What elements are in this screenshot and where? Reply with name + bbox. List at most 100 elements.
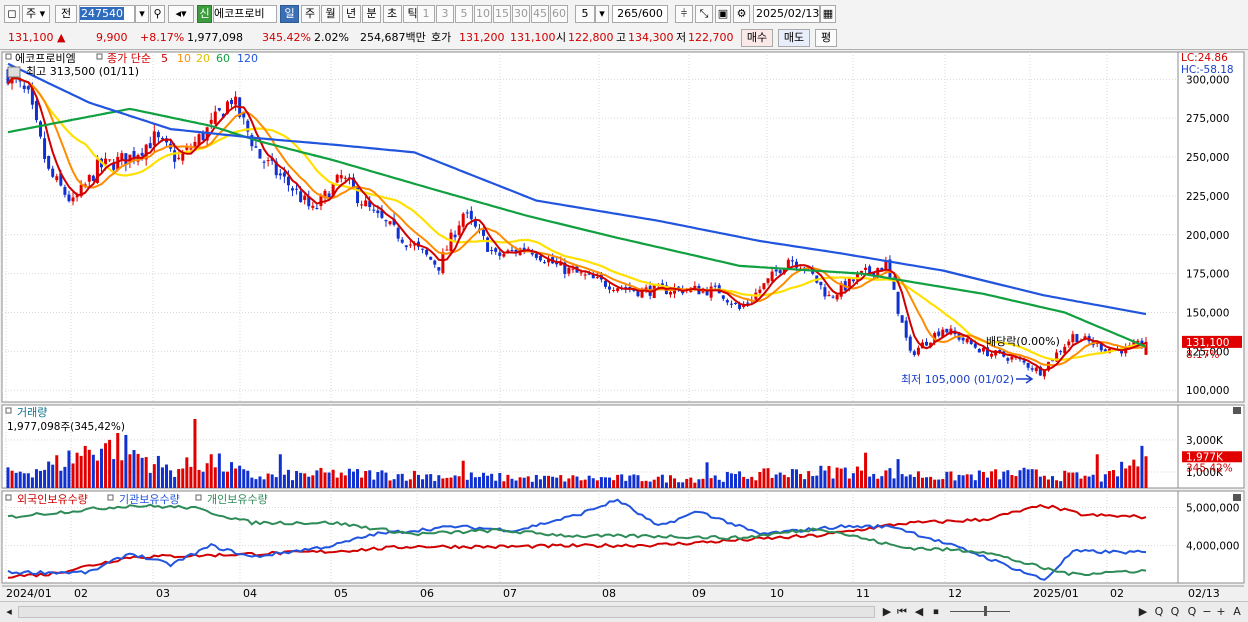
volume-bar[interactable] [368,470,372,488]
volume-bar[interactable] [1014,476,1018,488]
volume-bar[interactable] [1051,476,1055,488]
volume-bar[interactable] [831,478,835,488]
candle-body[interactable] [319,195,323,206]
chart-pane-0[interactable] [1,51,1245,403]
candle-body[interactable] [872,272,876,276]
candle-body[interactable] [453,234,457,238]
candle-body[interactable] [912,351,916,355]
volume-bar[interactable] [148,472,152,488]
volume-bar[interactable] [510,478,514,488]
volume-bar[interactable] [1124,468,1128,488]
candle-body[interactable] [981,347,985,352]
candle-body[interactable] [616,288,620,292]
candle-body[interactable] [563,262,567,274]
volume-bar[interactable] [441,478,445,488]
volume-bar[interactable] [303,473,307,488]
candle-body[interactable] [83,184,87,186]
volume-bar[interactable] [941,479,945,488]
volume-bar[interactable] [10,470,14,488]
volume-bar[interactable] [599,477,603,488]
volume-bar[interactable] [144,457,148,488]
sell-button[interactable]: 매도 [778,29,810,47]
volume-bar[interactable] [396,474,400,488]
candle-body[interactable] [148,143,152,149]
volume-bar[interactable] [152,464,156,488]
stock-chart[interactable]: 2024/01 02 03 04 05 06 07 08 09 10 11 12 2025/01 02 02… [0,50,1248,602]
crosshair-icon[interactable]: ⤡ [695,5,713,23]
volume-bar[interactable] [1116,476,1120,488]
volume-bar[interactable] [124,434,128,488]
volume-bar[interactable] [457,476,461,488]
volume-bar[interactable] [612,480,616,488]
candle-body[interactable] [177,157,181,159]
volume-bar[interactable] [811,476,815,488]
candle-body[interactable] [839,283,843,297]
candle-body[interactable] [1055,352,1059,362]
volume-bar[interactable] [530,481,534,488]
candle-body[interactable] [254,146,258,148]
candle-body[interactable] [380,210,384,218]
candle-body[interactable] [339,175,343,179]
candle-body[interactable] [677,286,681,288]
volume-bar[interactable] [754,480,758,488]
volume-bar[interactable] [335,477,339,488]
candle-body[interactable] [18,80,22,82]
volume-bar[interactable] [766,468,770,488]
volume-bar[interactable] [640,481,644,488]
candle-body[interactable] [502,253,506,257]
volume-bar[interactable] [1063,470,1067,488]
count-field[interactable]: 265/600 [612,5,668,23]
volume-bar[interactable] [620,474,624,488]
scroll-control-8[interactable]: − [1202,605,1212,618]
candle-body[interactable] [725,300,729,303]
candle-body[interactable] [961,337,965,341]
candle-body[interactable] [246,120,250,132]
market-select[interactable]: 주 ▾ [22,5,50,23]
candle-body[interactable] [660,283,664,286]
candle-body[interactable] [522,247,526,251]
volume-bar[interactable] [799,473,803,488]
volume-bar[interactable] [892,478,896,488]
volume-bar[interactable] [250,477,254,488]
candle-body[interactable] [185,146,189,150]
volume-bar[interactable] [904,476,908,488]
volume-bar[interactable] [416,474,420,488]
candle-body[interactable] [421,248,425,250]
date-field[interactable]: 2025/02/13 [753,5,820,23]
candle-body[interactable] [59,173,63,186]
volume-bar[interactable] [246,470,250,488]
volume-bar[interactable] [742,476,746,488]
candle-body[interactable] [441,252,445,274]
volume-bar[interactable] [608,477,612,488]
candle-body[interactable] [1144,341,1148,355]
candle-body[interactable] [742,304,746,308]
volume-bar[interactable] [209,454,213,488]
candle-body[interactable] [286,176,290,186]
volume-bar[interactable] [868,476,872,488]
candle-body[interactable] [559,261,563,266]
volume-bar[interactable] [656,476,660,488]
pane-close-icon[interactable] [1233,407,1241,414]
volume-bar[interactable] [189,466,193,488]
volume-bar[interactable] [225,471,229,488]
candle-body[interactable] [587,273,591,275]
candle-body[interactable] [160,138,164,140]
candle-icon[interactable]: ⫩ [675,5,693,23]
volume-bar[interactable] [282,474,286,488]
scroll-control-4[interactable]: ▶ [1138,605,1148,618]
volume-bar[interactable] [242,469,246,488]
candle-body[interactable] [786,259,790,270]
candle-body[interactable] [880,267,884,271]
candle-body[interactable] [95,159,99,183]
volume-bar[interactable] [1006,470,1010,488]
interval-button-6[interactable]: 45 [531,5,549,23]
volume-bar[interactable] [445,477,449,488]
volume-bar[interactable] [205,463,209,488]
volume-bar[interactable] [1079,478,1083,488]
volume-bar[interactable] [1120,461,1124,488]
candle-body[interactable] [22,85,26,89]
candle-body[interactable] [778,270,782,273]
candle-body[interactable] [39,121,43,137]
volume-bar[interactable] [14,472,18,488]
candle-body[interactable] [152,131,156,146]
